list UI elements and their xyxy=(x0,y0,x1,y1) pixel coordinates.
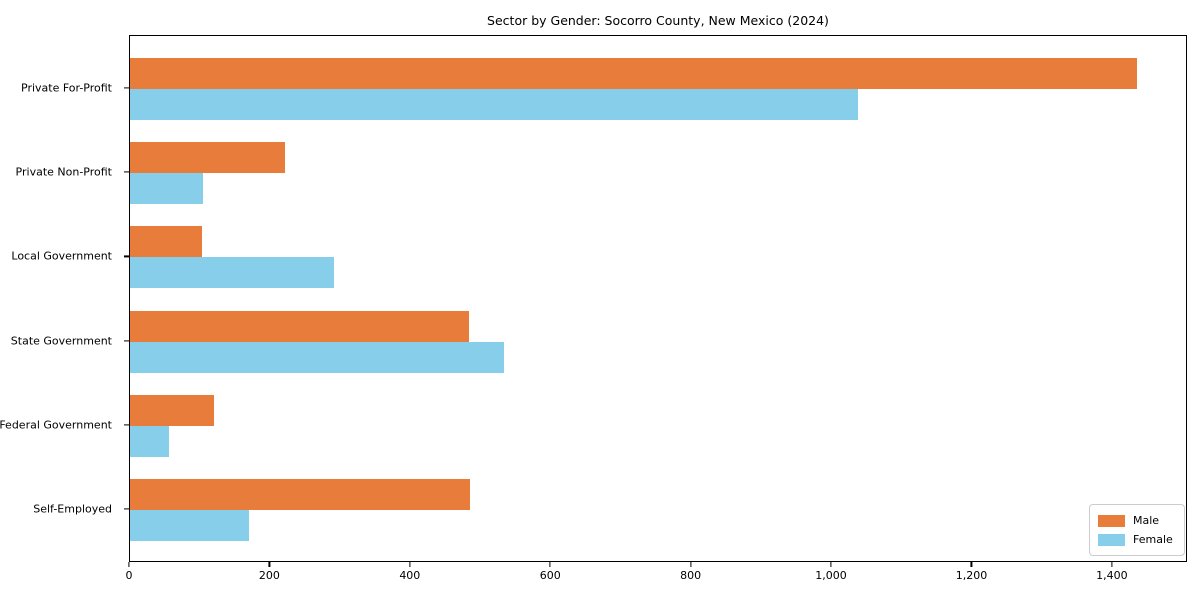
legend-swatch-female xyxy=(1098,533,1125,546)
x-tick-label: 1,400 xyxy=(1096,569,1128,582)
x-tick-mark xyxy=(1111,562,1113,567)
x-tick-mark xyxy=(970,562,973,567)
y-tick-mark xyxy=(124,171,129,173)
x-tick-label: 800 xyxy=(680,569,702,582)
chart-title: Sector by Gender: Socorro County, New Me… xyxy=(487,13,829,28)
legend-item-male: Male xyxy=(1098,511,1176,530)
x-tick-mark xyxy=(830,562,832,567)
legend-swatch-male xyxy=(1098,514,1125,527)
y-tick-label: Federal Government xyxy=(0,418,112,432)
bar-female-2 xyxy=(130,173,203,205)
y-tick-mark xyxy=(124,87,129,89)
y-tick-label: Private Non-Profit xyxy=(15,165,112,179)
y-tick-label: State Government xyxy=(10,334,112,348)
x-tick-label: 1,000 xyxy=(815,569,847,582)
bar-female-3 xyxy=(130,257,334,289)
bar-male-2 xyxy=(130,142,286,174)
bar-male-4 xyxy=(130,310,470,342)
bar-male-5 xyxy=(130,394,214,426)
plot-area xyxy=(129,35,1187,562)
bar-female-5 xyxy=(130,425,169,457)
x-tick-mark xyxy=(409,562,411,567)
x-tick-label: 1,200 xyxy=(955,569,988,582)
x-tick-mark xyxy=(128,562,130,567)
bar-female-4 xyxy=(130,341,505,373)
x-tick-mark xyxy=(690,562,692,567)
y-tick-mark xyxy=(124,424,129,426)
bar-female-1 xyxy=(130,89,859,120)
x-tick-mark xyxy=(549,562,551,567)
y-tick-mark xyxy=(124,255,129,257)
legend-label-female: Female xyxy=(1133,533,1173,546)
y-tick-mark xyxy=(124,340,129,342)
x-tick-label: 600 xyxy=(539,569,561,582)
y-tick-label: Local Government xyxy=(11,249,112,263)
y-tick-label: Private For-Profit xyxy=(21,81,112,95)
bar-female-6 xyxy=(130,510,250,541)
x-tick-label: 400 xyxy=(399,569,421,582)
y-tick-label: Self-Employed xyxy=(33,502,112,516)
x-tick-mark xyxy=(268,562,270,567)
y-tick-mark xyxy=(124,508,129,510)
legend-item-female: Female xyxy=(1098,530,1176,549)
bar-male-6 xyxy=(130,479,470,510)
legend-label-male: Male xyxy=(1133,514,1160,527)
x-tick-label: 200 xyxy=(258,569,280,582)
legend: Male Female xyxy=(1089,504,1185,556)
x-tick-label: 0 xyxy=(125,569,133,582)
bar-male-3 xyxy=(130,226,203,258)
bar-male-1 xyxy=(130,58,1137,89)
